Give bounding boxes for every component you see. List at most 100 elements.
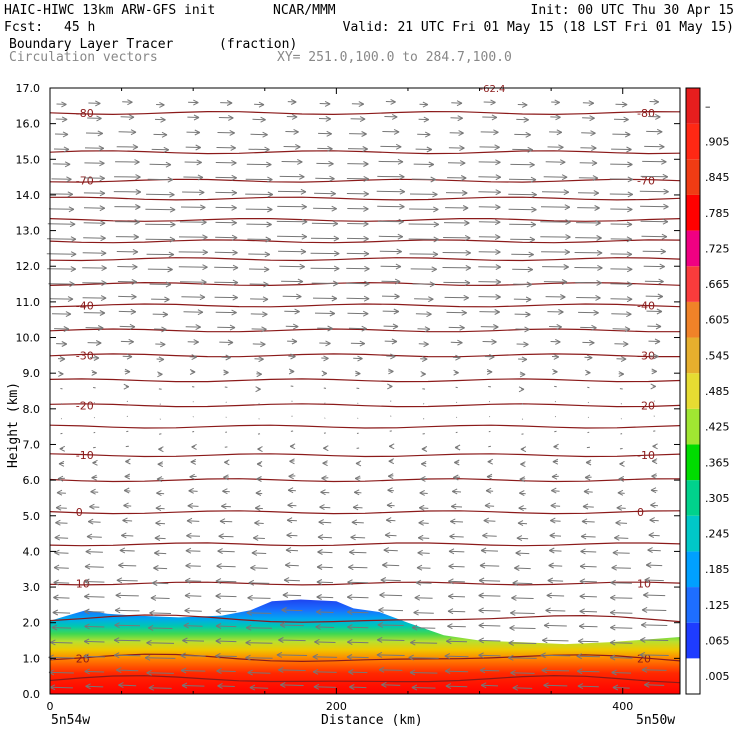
wind-vector [454, 444, 461, 451]
wind-vector [347, 146, 368, 152]
wind-vector [214, 249, 238, 256]
wind-vector [482, 532, 497, 539]
temperature-contour [49, 403, 681, 408]
wind-vector [646, 128, 663, 135]
wind-vector [221, 354, 231, 361]
wind-vector [252, 341, 266, 348]
wind-vector [575, 235, 602, 241]
wind-vector [510, 236, 536, 243]
wind-vector [418, 519, 429, 526]
wind-vector [445, 205, 469, 211]
contour-label: 0 [637, 506, 644, 519]
wind-vector [640, 203, 669, 210]
wind-vector [91, 474, 98, 481]
wind-vector [147, 624, 173, 631]
wind-vector [215, 159, 237, 166]
wind-vector [183, 309, 204, 316]
wind-vector [254, 505, 263, 511]
wind-vector [117, 263, 138, 270]
wind-vector [312, 653, 338, 660]
wind-vector [223, 369, 229, 376]
wind-vector [85, 683, 104, 690]
wind-vector [576, 668, 600, 675]
wind-vector [582, 503, 594, 510]
wind-vector [122, 353, 133, 360]
wind-vector [184, 607, 202, 614]
wind-vector [380, 577, 401, 583]
wind-vector [116, 667, 139, 674]
colorbar-swatch [686, 123, 700, 160]
wind-vector [284, 308, 300, 315]
wind-vector [542, 637, 569, 644]
wind-vector [51, 311, 72, 318]
wind-vector [379, 248, 402, 255]
wind-vector [418, 116, 430, 123]
wind-vector [519, 476, 526, 483]
wind-vector [49, 296, 74, 303]
wind-vector [120, 114, 135, 121]
wind-vector [545, 294, 566, 300]
wind-vector [246, 221, 272, 228]
wind-vector [611, 146, 632, 153]
wind-vector [287, 99, 297, 105]
wind-vector [515, 550, 530, 556]
wind-vector [376, 651, 405, 658]
wind-vector [282, 293, 302, 300]
wind-vector [84, 578, 105, 585]
wind-vector [413, 161, 435, 168]
wind-vector [542, 264, 569, 270]
wind-vector [541, 667, 570, 674]
wind-vector [515, 326, 530, 333]
wind-vector [216, 144, 236, 151]
wind-vector [514, 311, 531, 318]
wind-vector [316, 579, 334, 585]
wind-vector [485, 487, 494, 494]
wind-vector [610, 161, 633, 168]
wind-vector [409, 191, 438, 198]
wind-vector [648, 338, 661, 345]
wind-vector [651, 458, 658, 465]
wind-vector [642, 248, 666, 255]
wind-vector [478, 637, 501, 644]
wind-vector [118, 308, 137, 315]
wind-vector [156, 490, 165, 497]
y-tick-label: 5.0 [23, 510, 41, 523]
wind-vector [579, 578, 597, 585]
wind-vector [446, 309, 467, 316]
wind-vector [276, 218, 308, 225]
colorbar-label: .425 [705, 421, 730, 434]
wind-vector [443, 220, 470, 226]
wind-vector [53, 579, 70, 586]
wind-vector [543, 174, 568, 181]
colorbar-label: .665 [705, 278, 730, 291]
wind-vector [381, 293, 400, 300]
wind-vector [155, 505, 165, 512]
wind-vector [415, 579, 432, 586]
wind-vector [349, 684, 367, 690]
wind-vector [413, 609, 434, 616]
colorbar-swatch [686, 88, 700, 124]
wind-vector [182, 637, 205, 644]
wind-vector [347, 639, 369, 646]
wind-vector [508, 176, 537, 183]
wind-vector [511, 594, 534, 601]
wind-vector [644, 681, 665, 688]
wind-vector [218, 533, 234, 540]
wind-vector [180, 652, 206, 659]
wind-vector [252, 116, 266, 123]
wind-vector [189, 354, 197, 361]
colorbar-swatch [686, 658, 700, 694]
wind-vector [512, 146, 533, 153]
wind-vector [483, 517, 496, 524]
wind-vector [480, 129, 499, 136]
wind-vector [378, 233, 404, 240]
wind-vector [86, 533, 102, 540]
wind-vector [508, 206, 537, 213]
wind-vector [652, 443, 658, 450]
wind-vector [651, 473, 657, 480]
wind-vector [585, 369, 591, 376]
wind-vector [647, 547, 661, 554]
wind-vector [519, 490, 526, 497]
wind-vector [552, 458, 559, 465]
wind-vector [443, 234, 471, 241]
